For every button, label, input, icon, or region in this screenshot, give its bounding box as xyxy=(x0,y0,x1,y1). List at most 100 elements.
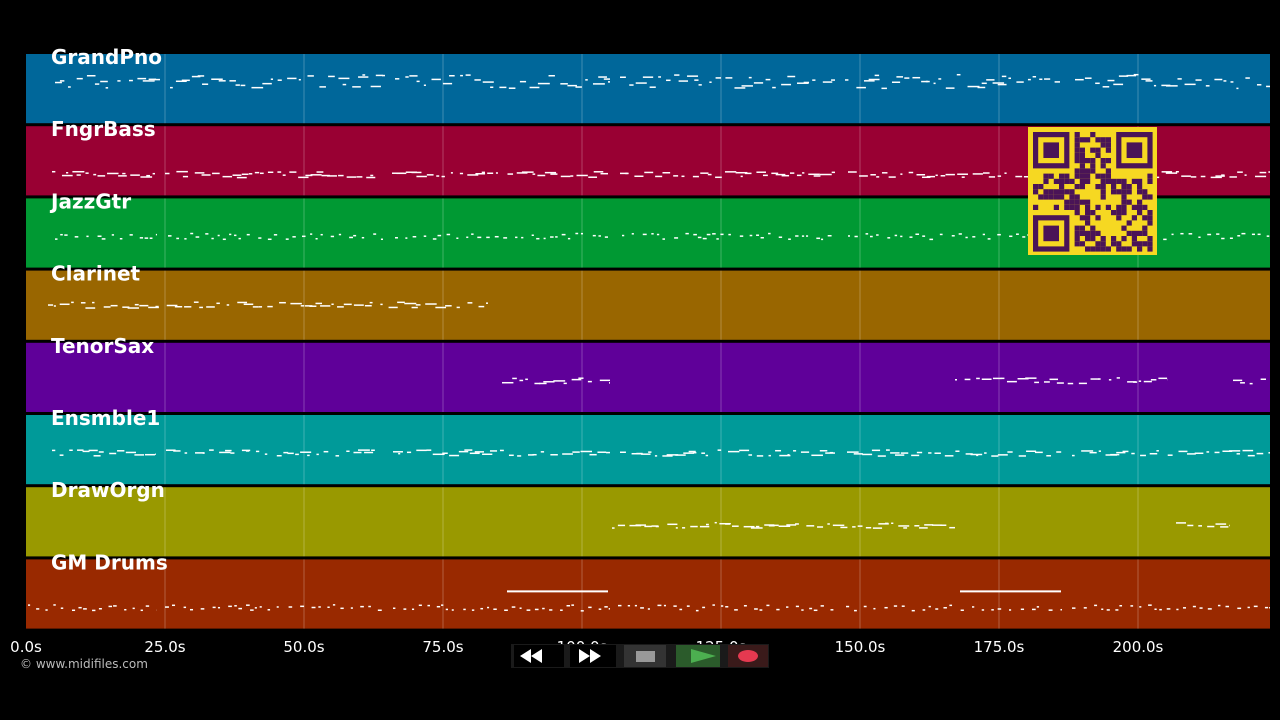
qr-module xyxy=(1074,152,1080,158)
qr-module xyxy=(1085,158,1091,164)
time-tick-label: 50.0s xyxy=(283,638,324,656)
qr-module xyxy=(1126,230,1132,236)
qr-finder xyxy=(1126,142,1143,158)
qr-module xyxy=(1085,178,1091,184)
qr-module xyxy=(1116,246,1122,252)
qr-module xyxy=(1105,168,1111,174)
qr-module xyxy=(1079,158,1085,164)
qr-module xyxy=(1147,241,1153,247)
qr-module xyxy=(1069,199,1075,205)
qr-module xyxy=(1100,173,1106,179)
qr-module xyxy=(1137,204,1143,210)
track-lane xyxy=(26,487,1270,557)
qr-module xyxy=(1074,142,1080,148)
rewind-button[interactable] xyxy=(514,645,564,667)
qr-module xyxy=(1074,210,1080,216)
transport-controls xyxy=(511,644,769,668)
record-button[interactable] xyxy=(728,645,768,667)
track: GM Drums xyxy=(26,550,1270,629)
qr-module xyxy=(1053,178,1059,184)
qr-module xyxy=(1111,178,1117,184)
qr-module xyxy=(1059,178,1065,184)
qr-module xyxy=(1079,147,1085,153)
qr-module xyxy=(1059,184,1065,190)
qr-module xyxy=(1038,194,1044,200)
qr-module xyxy=(1147,246,1153,252)
qr-module xyxy=(1121,184,1127,190)
qr-module xyxy=(1095,230,1101,236)
qr-finder xyxy=(1043,142,1059,158)
track-lane xyxy=(26,54,1270,124)
qr-module xyxy=(1074,184,1080,190)
qr-module xyxy=(1095,215,1101,221)
qr-module xyxy=(1090,210,1096,216)
qr-module xyxy=(1105,178,1111,184)
qr-module xyxy=(1079,230,1085,236)
qr-module xyxy=(1079,241,1085,247)
track: Clarinet xyxy=(26,262,1270,340)
qr-module xyxy=(1126,220,1132,226)
qr-module xyxy=(1033,204,1039,210)
qr-module xyxy=(1038,184,1044,190)
time-tick-label: 175.0s xyxy=(974,638,1025,656)
qr-module xyxy=(1043,194,1049,200)
qr-module xyxy=(1100,241,1106,247)
qr-module xyxy=(1137,178,1143,184)
qr-module xyxy=(1085,236,1091,242)
qr-module xyxy=(1095,241,1101,247)
stop-button[interactable] xyxy=(624,645,666,667)
qr-module xyxy=(1043,178,1049,184)
qr-module xyxy=(1105,142,1111,148)
qr-module xyxy=(1105,158,1111,164)
qr-module xyxy=(1121,210,1127,216)
qr-module xyxy=(1100,246,1106,252)
qr-module xyxy=(1126,246,1132,252)
qr-module xyxy=(1074,168,1080,174)
track: Ensmble1 xyxy=(26,406,1270,485)
qr-module xyxy=(1059,194,1065,200)
track-lane xyxy=(26,559,1270,629)
qr-module xyxy=(1074,194,1080,200)
qr-module xyxy=(1048,194,1054,200)
qr-module xyxy=(1085,168,1091,174)
track-lane xyxy=(26,415,1270,485)
fast-forward-button[interactable] xyxy=(570,645,616,667)
qr-module xyxy=(1147,178,1153,184)
qr-module xyxy=(1111,210,1117,216)
time-tick-label: 25.0s xyxy=(144,638,185,656)
qr-module xyxy=(1069,178,1075,184)
qr-module xyxy=(1105,246,1111,252)
qr-module xyxy=(1064,173,1070,179)
qr-module xyxy=(1147,173,1153,179)
qr-module xyxy=(1121,199,1127,205)
qr-module xyxy=(1131,204,1137,210)
play-button[interactable] xyxy=(676,645,720,667)
qr-module xyxy=(1126,199,1132,205)
qr-module xyxy=(1079,168,1085,174)
qr-module xyxy=(1142,204,1148,210)
qr-module xyxy=(1137,199,1143,205)
qr-module xyxy=(1079,199,1085,205)
qr-module xyxy=(1095,152,1101,158)
qr-module xyxy=(1111,236,1117,242)
qr-module xyxy=(1111,241,1117,247)
qr-module xyxy=(1100,194,1106,200)
qr-module xyxy=(1137,210,1143,216)
qr-module xyxy=(1100,163,1106,169)
track: TenorSax xyxy=(26,334,1270,412)
qr-module xyxy=(1090,132,1096,138)
qr-module xyxy=(1131,230,1137,236)
track-name: Clarinet xyxy=(51,262,141,286)
qr-code xyxy=(1028,127,1157,255)
qr-module xyxy=(1100,137,1106,143)
qr-module xyxy=(1074,158,1080,164)
track: DrawOrgn xyxy=(26,478,1270,557)
qr-module xyxy=(1095,137,1101,143)
qr-module xyxy=(1116,241,1122,247)
qr-module xyxy=(1147,220,1153,226)
qr-module xyxy=(1090,236,1096,242)
qr-module xyxy=(1074,236,1080,242)
qr-module xyxy=(1074,230,1080,236)
qr-module xyxy=(1095,204,1101,210)
qr-module xyxy=(1090,246,1096,252)
